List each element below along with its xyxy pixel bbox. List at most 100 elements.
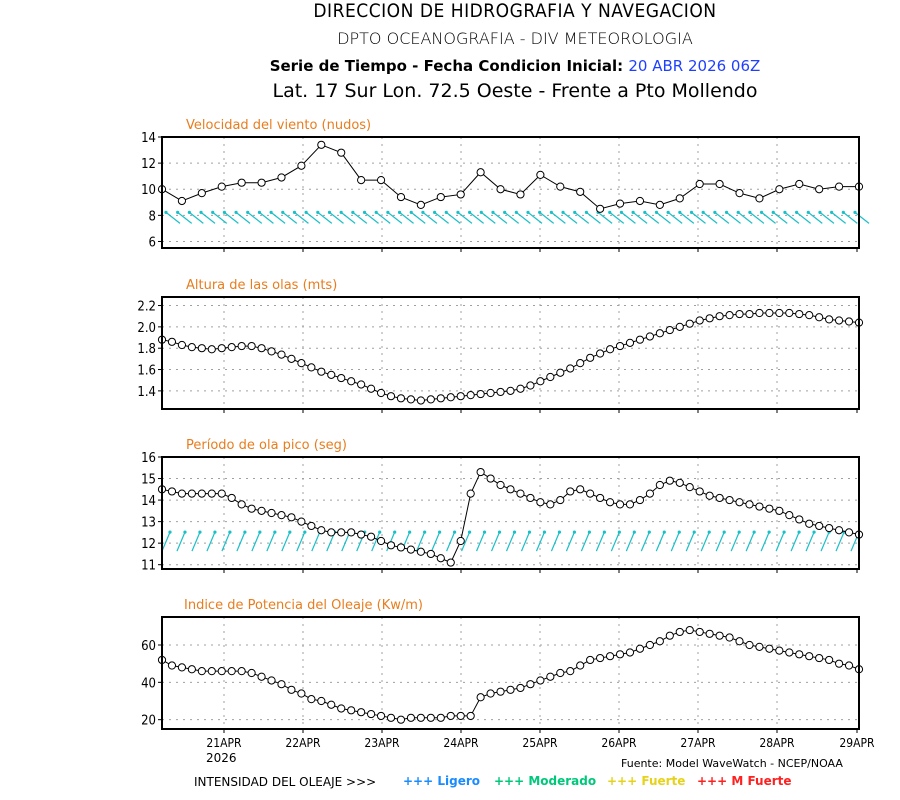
data-point <box>297 517 306 526</box>
data-point <box>596 204 605 213</box>
direction-arrow <box>562 211 578 224</box>
direction-arrow <box>715 531 725 552</box>
data-point <box>327 370 336 379</box>
direction-arrow-head <box>654 210 659 214</box>
data-point <box>556 668 565 678</box>
direction-arrow <box>784 211 800 224</box>
direction-arrow <box>311 531 321 552</box>
direction-arrow <box>854 211 870 224</box>
data-point <box>775 308 784 318</box>
chart-frame <box>161 136 860 249</box>
direction-arrow-head <box>722 530 726 534</box>
direction-arrow <box>625 531 635 552</box>
data-point <box>396 543 406 552</box>
data-point <box>795 309 804 319</box>
direction-arrow-head <box>795 210 799 214</box>
data-point <box>546 672 555 681</box>
direction-arrow <box>259 211 274 224</box>
data-point <box>815 521 824 531</box>
data-point <box>217 182 226 191</box>
data-point <box>297 359 306 368</box>
direction-arrow <box>760 531 770 552</box>
data-point <box>267 676 276 685</box>
direction-arrow <box>434 211 449 224</box>
direction-arrow-head <box>491 210 495 214</box>
data-point <box>486 388 495 398</box>
data-point <box>287 354 296 363</box>
data-point <box>396 394 406 403</box>
direction-arrow <box>535 531 546 552</box>
data-point <box>476 467 485 477</box>
data-point <box>596 349 605 358</box>
data-point <box>785 511 794 520</box>
direction-arrow-head <box>617 530 621 534</box>
data-point <box>207 345 216 354</box>
direction-arrow-head <box>737 530 741 534</box>
data-point <box>496 480 505 490</box>
data-point <box>576 485 585 494</box>
data-point <box>237 178 246 187</box>
direction-arrow <box>574 211 590 224</box>
direction-arrow <box>609 211 625 224</box>
direction-arrow <box>371 531 381 552</box>
direction-arrow <box>236 531 246 552</box>
data-point <box>586 655 595 665</box>
data-point <box>247 668 256 678</box>
data-point <box>496 687 505 696</box>
chart-title: Período de ola pico (seg) <box>186 438 347 453</box>
direction-arrow-head <box>497 530 502 534</box>
direction-arrow <box>820 531 830 552</box>
data-point <box>605 345 615 354</box>
direction-arrow <box>461 531 471 552</box>
data-point <box>546 500 555 509</box>
x-tick-label: 29APR <box>839 736 875 750</box>
data-point <box>327 528 336 537</box>
data-point <box>635 335 645 344</box>
direction-arrow <box>805 531 815 552</box>
data-point <box>207 489 216 498</box>
data-point <box>287 513 296 522</box>
data-point <box>337 373 346 383</box>
direction-arrow <box>700 531 710 552</box>
data-point <box>775 506 784 515</box>
y-tick-label: 2.0 <box>137 321 156 336</box>
data-point <box>735 189 744 198</box>
data-point <box>795 650 804 659</box>
data-point <box>785 308 794 318</box>
data-point <box>755 194 764 203</box>
direction-arrow-head <box>211 210 215 214</box>
direction-arrow-head <box>339 210 343 214</box>
data-point <box>446 558 455 567</box>
direction-arrow <box>206 531 216 552</box>
x-tick-label: 25APR <box>522 736 558 750</box>
direction-arrow <box>539 211 555 224</box>
data-point <box>287 685 296 694</box>
data-point <box>307 695 316 704</box>
data-point <box>386 392 396 401</box>
direction-arrow <box>610 531 620 552</box>
direction-arrow <box>247 211 263 224</box>
data-point <box>297 161 306 170</box>
page-subtitle: DPTO OCEANOGRAFIA - DIV METEOROLOGIA <box>337 29 693 48</box>
direction-arrow <box>714 211 730 224</box>
data-point <box>745 640 754 650</box>
data-point <box>596 493 605 503</box>
data-point <box>277 350 286 359</box>
data-point <box>456 392 465 401</box>
direction-arrow <box>387 211 403 224</box>
data-point <box>625 500 635 509</box>
data-point <box>466 711 475 721</box>
data-point <box>466 489 475 498</box>
data-point <box>376 388 386 398</box>
data-point <box>516 384 525 393</box>
direction-arrow-head <box>677 530 681 534</box>
direction-arrow <box>177 211 193 224</box>
direction-arrow <box>679 211 695 224</box>
data-point <box>456 190 465 199</box>
data-point <box>815 313 824 322</box>
data-point <box>456 711 465 721</box>
x-tick-label: 26APR <box>601 736 637 750</box>
direction-arrow-head <box>292 210 297 214</box>
data-point <box>725 311 734 320</box>
direction-arrow-head <box>538 210 542 214</box>
